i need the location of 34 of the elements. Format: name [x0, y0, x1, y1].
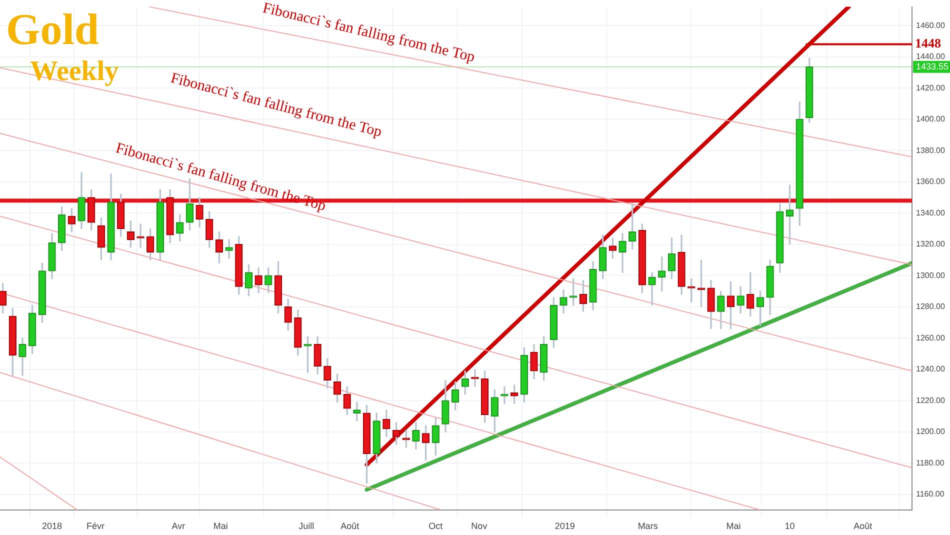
- y-tick-label: 1200.00: [916, 427, 946, 436]
- x-tick-label: Avr: [172, 520, 186, 531]
- y-tick-label: 1160.00: [916, 490, 945, 499]
- y-tick-label: 1280.00: [916, 302, 946, 312]
- x-tick-label: Févr: [86, 520, 105, 531]
- x-tick-label: Mars: [638, 520, 658, 531]
- chart-title: Gold: [6, 5, 99, 54]
- x-tick-label: Juill: [298, 520, 314, 531]
- y-tick-label: 1340.00: [916, 208, 946, 218]
- x-tick-label: Août: [340, 520, 360, 531]
- x-tick-label: Mai: [726, 520, 741, 531]
- y-tick-label: 1180.00: [916, 458, 945, 468]
- x-tick-label: Août: [854, 520, 873, 531]
- y-tick-label: 1320.00: [916, 240, 946, 249]
- y-tick-label: 1220.00: [916, 396, 946, 405]
- x-tick-label: 10: [784, 520, 795, 531]
- y-tick-label: 1240.00: [916, 364, 946, 374]
- annotation: Fibonacci`s fan falling from the Top: [261, 0, 476, 66]
- y-tick-label: 1460.00: [916, 20, 946, 30]
- x-tick-label: Mai: [213, 520, 228, 531]
- y-tick-label: 1260.00: [916, 333, 946, 342]
- y-tick-label: 1380.00: [916, 146, 946, 155]
- x-tick-label: Nov: [471, 520, 488, 531]
- y-tick-label: 1440.00: [916, 52, 946, 62]
- x-tick-label: Oct: [428, 520, 444, 531]
- x-tick-label: 2019: [554, 520, 575, 531]
- y-tick-label: 1360.00: [916, 177, 946, 186]
- y-tick-label: 1400.00: [916, 114, 946, 124]
- x-tick-label: 2018: [42, 520, 62, 531]
- annotation: 1448: [915, 36, 942, 51]
- y-tick-label: 1420.00: [916, 83, 946, 92]
- text: Weekly: [30, 56, 119, 87]
- ref-line-label: 1433.55: [916, 61, 949, 72]
- y-tick-label: 1300.00: [916, 270, 946, 280]
